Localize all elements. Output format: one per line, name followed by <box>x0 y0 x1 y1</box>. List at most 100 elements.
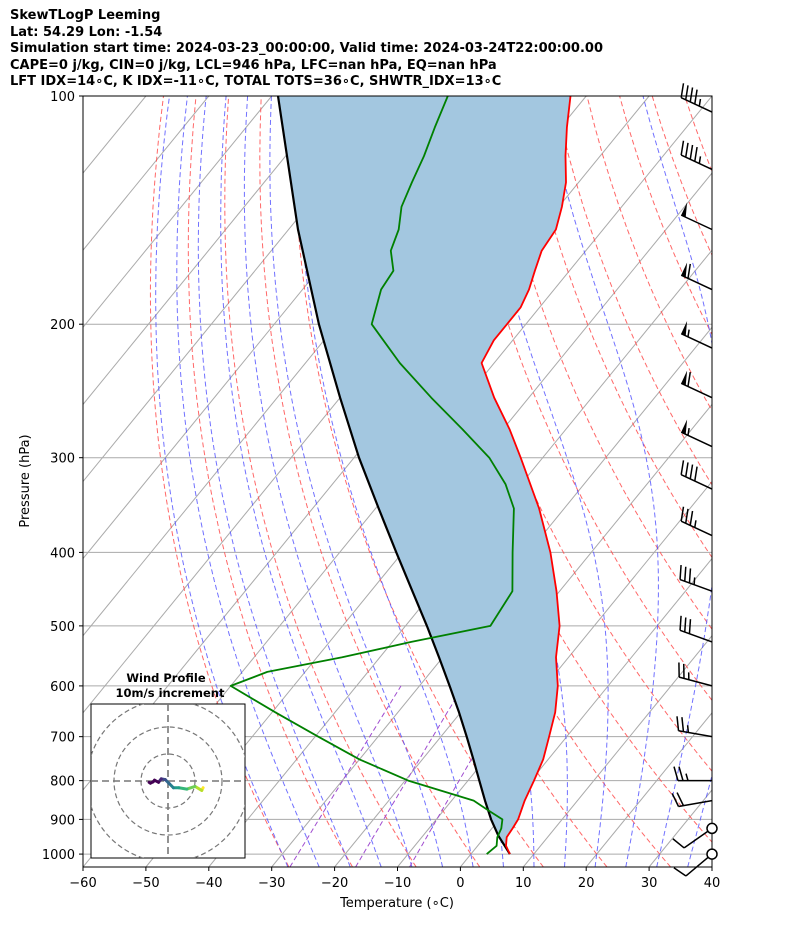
wind-barbs <box>671 83 718 877</box>
x-tick-label: −50 <box>132 876 159 891</box>
moist-adiabat <box>719 96 794 867</box>
dry-adiabat <box>783 96 794 867</box>
barb-full <box>681 717 685 732</box>
dry-adiabat <box>224 96 417 867</box>
dry-adiabat <box>553 96 712 486</box>
moist-adiabat <box>220 96 382 867</box>
barb-staff <box>680 154 713 171</box>
dry-adiabat <box>259 96 481 867</box>
x-tick-label: 20 <box>578 876 595 891</box>
cin-shade <box>278 96 571 855</box>
wind-barb <box>678 662 713 687</box>
moist-adiabat <box>197 96 351 867</box>
barb-full <box>684 85 689 100</box>
dry-adiabat <box>149 96 290 867</box>
x-tick-label: 40 <box>704 876 721 891</box>
parcel-profile-line <box>276 96 511 855</box>
moist-adiabat <box>642 96 712 867</box>
hodograph-segment <box>147 780 152 785</box>
dewpoint-line <box>229 96 515 855</box>
shaded-area <box>278 96 571 855</box>
x-axis-label: Temperature (∘C) <box>339 896 454 911</box>
barb-half <box>698 98 702 107</box>
y-tick-label: 600 <box>50 680 75 695</box>
indices-line: LFT IDX=14∘C, K IDX=-11∘C, TOTAL TOTS=36… <box>10 74 502 89</box>
barb-full <box>680 460 685 475</box>
barb-full <box>680 506 685 522</box>
dry-adiabat <box>391 96 712 843</box>
barb-half <box>685 773 689 781</box>
isotherm-line <box>648 789 712 867</box>
mixing-ratio-lines <box>289 685 515 867</box>
barb-full <box>680 140 685 156</box>
barb-full <box>672 838 685 849</box>
wind-barb <box>680 202 713 231</box>
y-tick-label: 700 <box>50 731 75 746</box>
barb-full <box>676 716 680 731</box>
temperature-line <box>480 96 572 855</box>
y-tick-label: 900 <box>50 813 75 828</box>
y-axis-label: Pressure (hPa) <box>18 434 33 527</box>
wind-barb <box>673 848 718 877</box>
barb-calm-circle <box>706 848 718 860</box>
barb-full <box>688 568 692 584</box>
barb-staff <box>680 382 713 399</box>
barb-staff <box>678 676 713 687</box>
barb-half <box>693 577 696 585</box>
barb-flag <box>681 320 688 336</box>
wind-barb <box>680 83 713 113</box>
dry-adiabat <box>619 96 712 336</box>
moist-adiabat <box>269 96 444 867</box>
mixing-ratio-line <box>289 685 402 867</box>
barb-flag <box>681 202 688 218</box>
x-tick-label: 10 <box>515 876 532 891</box>
dry-adiabats <box>149 96 794 867</box>
barb-full <box>689 144 694 160</box>
location-line: Lat: 54.29 Lon: -1.54 <box>10 24 163 40</box>
barb-full <box>679 564 682 580</box>
dry-adiabat <box>488 96 712 630</box>
wind-barb <box>680 460 713 490</box>
moist-adiabat <box>544 96 659 867</box>
y-tick-label: 800 <box>50 775 75 790</box>
isotherm-line <box>83 96 335 406</box>
barb-full <box>694 89 698 105</box>
barb-full <box>688 619 692 634</box>
barb-staff <box>680 274 713 291</box>
barb-staff <box>679 629 713 643</box>
hodograph-inset: Wind Profile 10m/s increment <box>90 671 246 859</box>
barb-full <box>684 462 689 477</box>
wind-barb <box>680 320 713 349</box>
dry-adiabat <box>717 96 794 867</box>
barb-full <box>689 464 694 480</box>
mixing-ratio-line <box>355 685 464 867</box>
barb-full <box>684 508 689 524</box>
barb-staff <box>680 520 713 537</box>
barb-full <box>687 371 692 387</box>
wind-barb <box>679 564 713 592</box>
barb-half <box>694 520 697 528</box>
barb-full <box>694 466 698 482</box>
barb-flag <box>681 370 688 386</box>
isotherm-line <box>585 712 712 867</box>
barb-half <box>687 428 690 436</box>
barb-staff <box>678 730 713 738</box>
barb-staff <box>680 332 713 349</box>
isotherm-line <box>711 866 712 867</box>
barb-full <box>684 142 689 158</box>
wind-barb <box>680 370 713 399</box>
x-tick-label: 0 <box>456 876 464 891</box>
barb-flag <box>681 419 688 435</box>
barb-full <box>687 263 692 279</box>
wind-barb <box>680 506 713 537</box>
isotherm-line <box>334 403 712 867</box>
x-tick-label: −40 <box>195 876 222 891</box>
barb-full <box>676 792 685 806</box>
barb-full <box>684 566 687 582</box>
barb-full <box>671 793 680 807</box>
moist-adiabat <box>297 96 474 867</box>
chart-header: SkewTLogP Leeming Lat: 54.29 Lon: -1.54 … <box>10 8 603 91</box>
barb-half <box>686 725 690 733</box>
barb-full <box>678 766 684 781</box>
barb-staff <box>679 578 713 592</box>
